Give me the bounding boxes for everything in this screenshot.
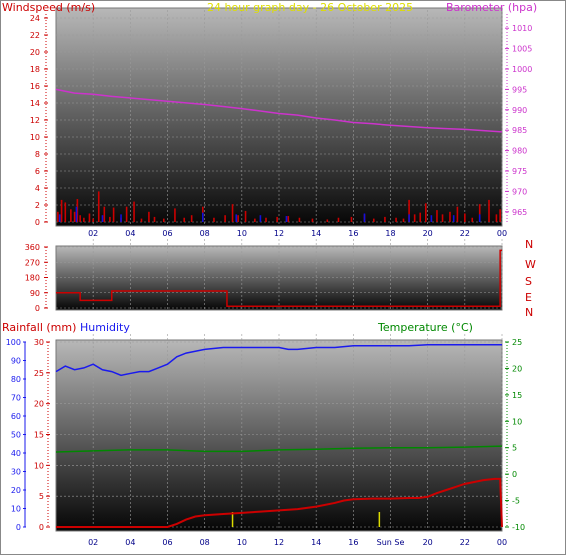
wind-direction-line: [56, 249, 502, 308]
windspeed-tick-label: 24: [30, 14, 40, 23]
humidity-tick-label: 40: [11, 449, 21, 458]
compass-label: N: [525, 306, 533, 319]
grid-lines: [56, 10, 503, 530]
rainfall-tick-label: 20: [34, 400, 44, 409]
rainfall-tick-label: 25: [34, 369, 44, 378]
humidity-tick-label: 90: [11, 357, 21, 366]
temperature-line: [55, 445, 503, 453]
direction-tick-label: 180: [25, 274, 40, 283]
windspeed-tick-label: 6: [35, 167, 40, 176]
barometer-tick-label: 985: [512, 126, 527, 135]
x-tick-label: 18: [385, 229, 395, 238]
compass-label: N: [525, 238, 533, 251]
x-tick-label: 04: [125, 538, 135, 547]
humidity-tick-label: 60: [11, 412, 21, 421]
x-tick-label: 02: [88, 538, 98, 547]
x-tick-label: 00: [497, 229, 507, 238]
x-tick-label: 06: [162, 538, 172, 547]
barometer-tick-label: 970: [512, 187, 527, 196]
x-tick-label: 16: [348, 538, 358, 547]
x-tick-label: 14: [311, 229, 321, 238]
x-tick-label: 12: [274, 538, 284, 547]
barometer-tick-label: 965: [512, 208, 527, 217]
rainfall-tick-label: 0: [39, 523, 44, 532]
barometer-tick-label: 1010: [512, 24, 532, 33]
windspeed-tick-label: 22: [30, 31, 40, 40]
compass-label: W: [525, 258, 536, 271]
barometer-tick-label: 995: [512, 85, 527, 94]
humidity-tick-label: 0: [16, 523, 21, 532]
compass-label: S: [525, 275, 532, 288]
barometer-axis-label: Barometer (hpa): [446, 1, 537, 14]
temperature-tick-label: 0: [512, 470, 517, 479]
humidity-tick-label: 70: [11, 394, 21, 403]
humidity-tick-label: 20: [11, 486, 21, 495]
windspeed-tick-label: 8: [35, 150, 40, 159]
chart-title: 24 hour graph day - 26 October 2025: [207, 1, 413, 14]
temperature-tick-label: 5: [512, 444, 517, 453]
x-tick-label: 14: [311, 538, 321, 547]
humidity-axis-label: Humidity: [80, 321, 130, 334]
x-tick-label: 04: [125, 229, 135, 238]
x-tick-label: 06: [162, 229, 172, 238]
barometer-tick-label: 975: [512, 167, 527, 176]
x-tick-label: 00: [497, 538, 507, 547]
humidity-tick-label: 80: [11, 375, 21, 384]
rainfall-axis-label: Rainfall (mm): [2, 321, 76, 334]
compass-label: E: [525, 291, 532, 304]
temperature-tick-label: -5: [512, 497, 520, 506]
windspeed-tick-label: 16: [30, 82, 40, 91]
x-tick-label: 16: [348, 229, 358, 238]
barometer-line: [55, 88, 503, 133]
windspeed-tick-label: 12: [30, 116, 40, 125]
humidity-tick-label: 30: [11, 468, 21, 477]
rainfall-tick-label: 5: [39, 492, 44, 501]
windspeed-tick-label: 18: [30, 65, 40, 74]
x-tick-label: 10: [237, 229, 247, 238]
rainfall-tick-label: 30: [34, 338, 44, 347]
barometer-tick-label: 990: [512, 106, 527, 115]
direction-tick-label: 0: [35, 304, 40, 313]
rainfall-tick-label: 10: [34, 461, 44, 470]
temperature-tick-label: 20: [512, 364, 522, 373]
x-tick-label: 20: [423, 538, 433, 547]
x-tick-label: 02: [88, 229, 98, 238]
barometer-tick-label: 1005: [512, 45, 532, 54]
temperature-tick-label: 25: [512, 338, 522, 347]
temperature-tick-label: -10: [512, 523, 525, 532]
x-tick-label: 20: [423, 229, 433, 238]
windspeed-axis-label: Windspeed (m/s): [2, 1, 95, 14]
barometer-tick-label: 1000: [512, 65, 532, 74]
humidity-tick-label: 100: [6, 338, 21, 347]
humidity-tick-label: 10: [11, 505, 21, 514]
x-tick-label: 22: [460, 538, 470, 547]
temperature-tick-label: 15: [512, 391, 522, 400]
humidity-line: [55, 344, 502, 377]
sunset-label: Sun Se: [377, 538, 405, 547]
x-tick-label: 10: [237, 538, 247, 547]
direction-tick-label: 90: [30, 289, 40, 298]
chart-marks: [55, 88, 503, 528]
rainfall-tick-label: 15: [34, 431, 44, 440]
windspeed-tick-label: 2: [35, 201, 40, 210]
windspeed-tick-label: 14: [30, 99, 40, 108]
windspeed-tick-label: 10: [30, 133, 40, 142]
windspeed-tick-label: 20: [30, 48, 40, 57]
temperature-axis-label: Temperature (°C): [377, 321, 473, 334]
rainfall-line: [56, 477, 503, 528]
direction-tick-label: 270: [25, 258, 40, 267]
x-tick-label: 08: [200, 229, 210, 238]
x-tick-label: 22: [460, 229, 470, 238]
x-tick-label: 12: [274, 229, 284, 238]
windspeed-tick-label: 4: [35, 184, 40, 193]
temperature-tick-label: 10: [512, 417, 522, 426]
x-tick-label: 08: [200, 538, 210, 547]
direction-tick-label: 360: [25, 243, 40, 252]
barometer-tick-label: 980: [512, 147, 527, 156]
humidity-tick-label: 50: [11, 431, 21, 440]
wind-baro-plot: [55, 7, 503, 227]
windspeed-tick-label: 0: [35, 218, 40, 227]
